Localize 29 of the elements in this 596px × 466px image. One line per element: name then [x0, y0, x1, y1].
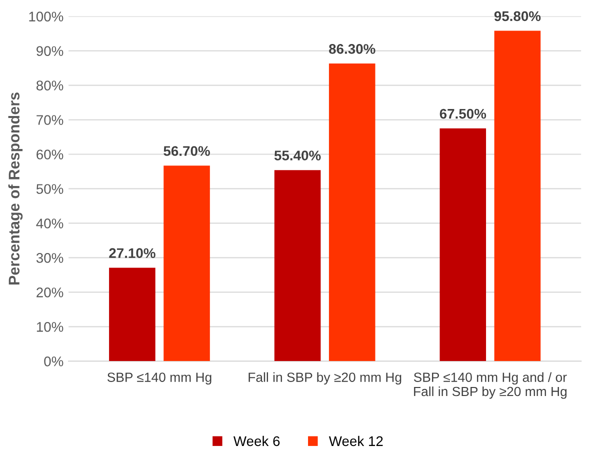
y-tick-label: 30% [36, 253, 64, 263]
legend-label: Week 6 [233, 436, 280, 446]
data-label: 95.80% [494, 11, 541, 22]
y-tick-label: 60% [36, 150, 64, 160]
y-tick-label: 90% [36, 46, 64, 56]
data-label: 86.30% [328, 44, 376, 54]
data-label: 27.10% [109, 248, 156, 258]
data-label: 55.40% [274, 150, 321, 160]
y-tick-label: 70% [36, 115, 64, 125]
y-tick-label: 40% [36, 218, 64, 228]
x-tick-label: SBP ≤140 mm Hg and / or Fall in SBP by ≥20 mm Hg [414, 372, 567, 399]
y-tick-label: 80% [36, 80, 64, 90]
y-axis-title: Percentage of Responders [8, 92, 23, 284]
y-tick-label: 100% [29, 12, 64, 22]
data-label: 56.70% [164, 146, 210, 156]
x-tick-label: Fall in SBP by ≥20 mm Hg [248, 372, 402, 385]
data-label: 67.50% [440, 108, 486, 119]
x-tick-label: SBP ≤140 mm Hg [107, 372, 212, 385]
y-tick-label: 10% [36, 322, 64, 332]
bar [494, 30, 541, 362]
y-tick-label: 50% [36, 184, 64, 194]
bar [274, 170, 321, 362]
bar [109, 268, 156, 362]
bar [328, 64, 376, 362]
bar [440, 128, 486, 362]
y-tick-label: 0% [44, 356, 64, 366]
bar [164, 166, 210, 362]
y-tick-label: 20% [36, 288, 64, 298]
legend-label: Week 12 [328, 436, 383, 446]
